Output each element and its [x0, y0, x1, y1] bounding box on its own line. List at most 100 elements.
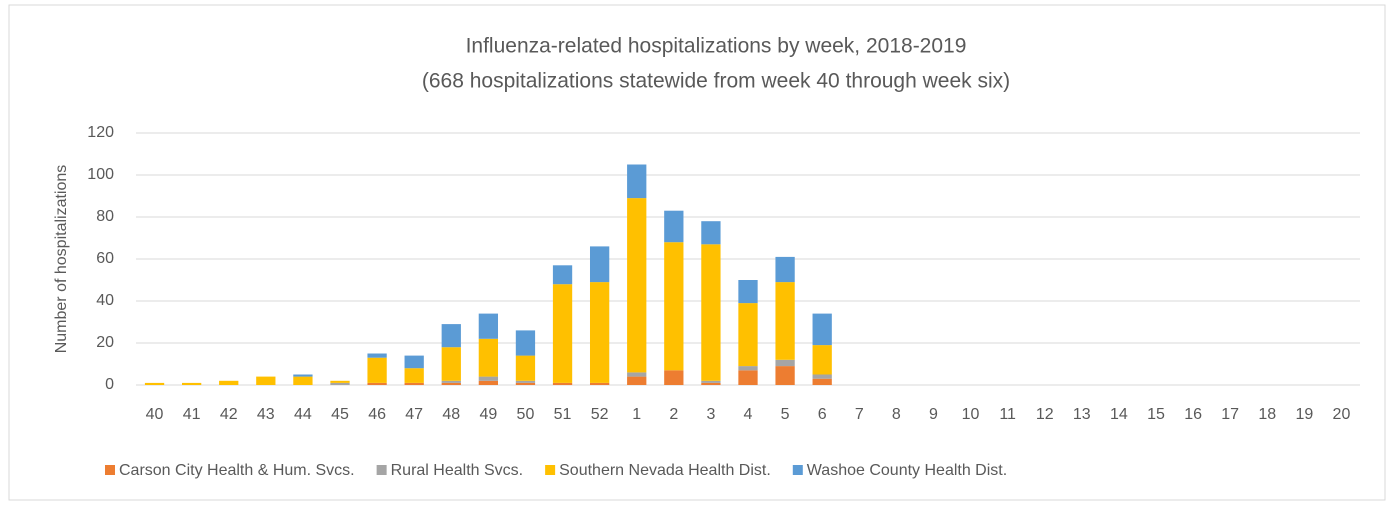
- bar-segment: [738, 303, 758, 367]
- x-tick-label: 1: [632, 406, 641, 423]
- chart-subtitle: (668 hospitalizations statewide from wee…: [422, 70, 1010, 93]
- x-tick-label: 15: [1147, 406, 1165, 423]
- x-tick-label: 48: [442, 406, 460, 423]
- bar-segment: [367, 382, 387, 385]
- bar-segment: [627, 164, 647, 199]
- x-tick-label: 17: [1221, 406, 1239, 423]
- x-tick-label: 7: [855, 406, 864, 423]
- bar-segment: [589, 382, 610, 385]
- x-tick-label: 40: [146, 406, 164, 423]
- legend-label: Southern Nevada Health Dist.: [559, 462, 771, 479]
- x-tick-label: 41: [183, 406, 201, 423]
- legend-label: Carson City Health & Hum. Svcs.: [119, 462, 355, 479]
- x-tick-label: 43: [257, 406, 275, 423]
- x-tick-label: 11: [999, 406, 1016, 423]
- chart-border: [8, 4, 1386, 501]
- legend-label: Rural Health Svcs.: [391, 462, 524, 479]
- x-tick-label: 8: [892, 406, 901, 423]
- bar-segment: [478, 338, 499, 377]
- bar-segment: [515, 380, 536, 383]
- x-tick-label: 12: [1036, 406, 1054, 423]
- x-tick-label: 46: [368, 406, 386, 423]
- legend-swatch: [545, 465, 556, 475]
- bar-segment: [812, 374, 832, 379]
- bar-segment: [404, 368, 424, 383]
- bar-segment: [701, 244, 721, 381]
- bar-segment: [775, 366, 795, 385]
- bar-segment: [627, 372, 647, 377]
- bar-segment: [515, 355, 536, 381]
- bar-segment: [775, 256, 795, 283]
- bar-segment: [812, 378, 832, 385]
- x-tick-label: 5: [781, 406, 790, 423]
- bar-segment: [515, 382, 536, 385]
- x-tick-label: 19: [1295, 406, 1313, 423]
- bar-segment: [404, 382, 424, 385]
- x-tick-label: 47: [405, 406, 423, 423]
- bar-segment: [701, 380, 721, 383]
- bar-segment: [478, 380, 499, 385]
- y-axis-label: Number of hospitalizations: [53, 165, 70, 354]
- x-tick-label: 14: [1110, 406, 1128, 423]
- legend-swatch: [105, 465, 115, 475]
- x-tick-label: 10: [962, 406, 980, 423]
- bar-segment: [552, 284, 573, 383]
- bar-segment: [627, 198, 647, 373]
- x-tick-label: 2: [669, 406, 678, 423]
- bar-segment: [589, 282, 610, 383]
- bar-segment: [256, 376, 276, 385]
- bar-segment: [738, 370, 758, 385]
- x-tick-label: 42: [220, 406, 238, 423]
- bar-segment: [701, 221, 721, 245]
- y-tick-label: 0: [105, 376, 114, 393]
- bar-segment: [552, 265, 573, 285]
- bar-segment: [330, 382, 350, 385]
- bar-segment: [664, 242, 684, 371]
- bar-segment: [293, 374, 313, 377]
- x-tick-label: 18: [1258, 406, 1276, 423]
- bar-segment: [441, 347, 461, 381]
- bar-segment: [812, 313, 832, 346]
- x-tick-label: 20: [1333, 406, 1351, 423]
- y-tick-label: 100: [87, 166, 114, 183]
- bar-segment: [181, 382, 202, 385]
- bar-segment: [664, 210, 684, 243]
- bar-segment: [478, 313, 499, 339]
- x-tick-label: 45: [331, 406, 349, 423]
- bar-segment: [515, 330, 536, 356]
- bar-segment: [219, 380, 239, 385]
- x-tick-label: 4: [744, 406, 753, 423]
- bar-segment: [441, 382, 461, 385]
- bar-segment: [441, 324, 461, 348]
- bar-segment: [701, 382, 721, 385]
- legend-label: Washoe County Health Dist.: [807, 462, 1007, 479]
- x-tick-label: 49: [479, 406, 497, 423]
- x-tick-label: 52: [591, 406, 609, 423]
- bar-segment: [144, 382, 165, 385]
- bar-segment: [404, 355, 424, 369]
- bar-segment: [664, 370, 684, 385]
- bar-segment: [775, 282, 795, 360]
- y-tick-label: 20: [96, 334, 114, 351]
- x-tick-label: 6: [818, 406, 827, 423]
- bar-segment: [738, 366, 758, 371]
- x-tick-label: 3: [706, 406, 715, 423]
- x-tick-label: 13: [1073, 406, 1091, 423]
- legend-swatch: [792, 465, 803, 475]
- bar-segment: [552, 382, 573, 385]
- bar-segment: [330, 380, 350, 383]
- x-tick-label: 44: [294, 406, 312, 423]
- bar-segment: [367, 357, 387, 383]
- bar-segment: [293, 376, 313, 385]
- bar-segment: [589, 246, 610, 283]
- x-tick-label: 16: [1184, 406, 1202, 423]
- x-tick-label: 9: [929, 406, 938, 423]
- legend-swatch: [376, 465, 387, 475]
- bar-segment: [627, 376, 647, 385]
- bar-segment: [441, 380, 461, 383]
- bar-segment: [738, 280, 758, 304]
- y-tick-label: 40: [96, 292, 114, 309]
- y-tick-label: 60: [96, 250, 114, 267]
- y-tick-label: 80: [96, 208, 114, 225]
